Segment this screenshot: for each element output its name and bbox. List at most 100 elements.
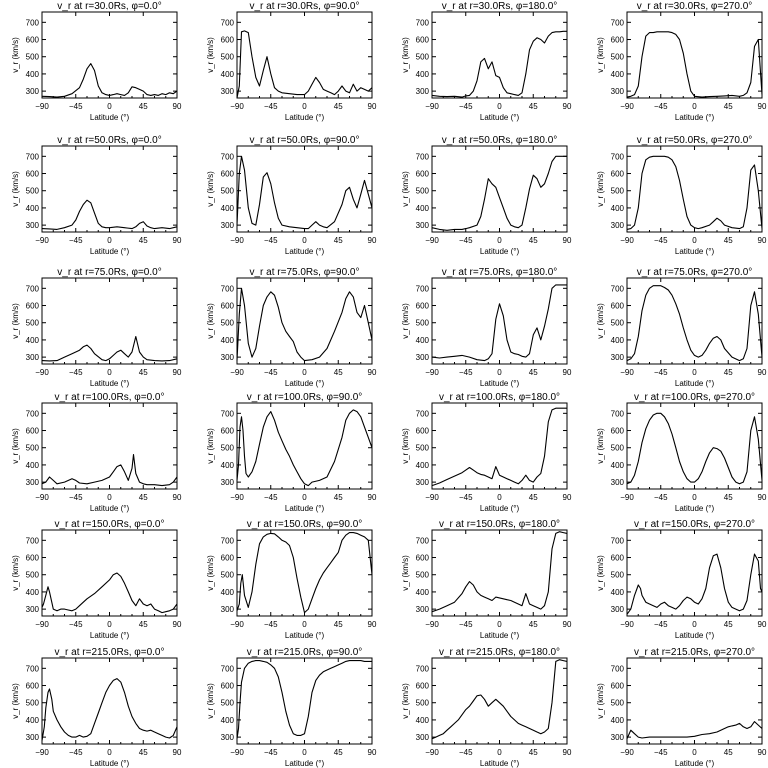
x-tick-label: 0: [497, 368, 502, 377]
y-axis-label: v_r (km/s): [11, 171, 20, 207]
y-tick-label: 400: [416, 70, 430, 79]
y-tick-label: 700: [416, 664, 430, 673]
x-tick-label: 90: [368, 368, 377, 377]
plot-frame: [431, 402, 568, 490]
x-tick-label: −90: [620, 368, 634, 377]
x-tick-label: −45: [654, 102, 668, 111]
y-tick-label: 700: [221, 536, 235, 545]
y-tick-label: 700: [611, 18, 625, 27]
x-tick-label: 45: [724, 102, 733, 111]
panel-title: v_r at r=75.0Rs, φ=90.0°: [250, 267, 360, 278]
x-tick-label: −90: [35, 620, 49, 629]
x-tick-label: 0: [302, 236, 307, 245]
x-tick-label: 0: [497, 493, 502, 502]
y-tick-label: 700: [611, 409, 625, 418]
y-tick-label: 300: [611, 87, 625, 96]
series-line: [41, 678, 178, 741]
y-tick-label: 400: [611, 204, 625, 213]
x-tick-label: −45: [264, 236, 278, 245]
series-line: [626, 155, 763, 230]
x-tick-label: 90: [563, 620, 572, 629]
x-tick-label: −45: [264, 748, 278, 757]
y-tick-label: 600: [221, 170, 235, 179]
y-tick-label: 300: [26, 221, 40, 230]
x-tick-label: 45: [139, 236, 148, 245]
x-tick-label: 0: [692, 368, 697, 377]
y-tick-label: 400: [416, 588, 430, 597]
x-tick-label: −45: [264, 620, 278, 629]
series-line: [626, 31, 763, 98]
y-tick-label: 300: [221, 87, 235, 96]
y-tick-label: 300: [611, 605, 625, 614]
x-tick-label: −90: [35, 748, 49, 757]
y-tick-label: 500: [26, 444, 40, 453]
y-tick-label: 600: [221, 554, 235, 563]
y-tick-label: 600: [611, 554, 625, 563]
y-tick-label: 700: [416, 284, 430, 293]
x-tick-label: 90: [758, 748, 767, 757]
panel-title: v_r at r=50.0Rs, φ=0.0°: [57, 135, 161, 146]
panel-title: v_r at r=75.0Rs, φ=180.0°: [442, 267, 558, 278]
y-tick-label: 600: [416, 682, 430, 691]
y-axis-label: v_r (km/s): [401, 683, 410, 719]
y-tick-label: 300: [26, 353, 40, 362]
y-tick-label: 400: [611, 588, 625, 597]
y-tick-label: 600: [416, 302, 430, 311]
y-tick-label: 600: [611, 682, 625, 691]
x-tick-label: 0: [107, 620, 112, 629]
x-tick-label: 45: [334, 620, 343, 629]
y-tick-label: 500: [26, 571, 40, 580]
x-axis-label: Latitude (°): [90, 379, 130, 388]
y-tick-label: 300: [221, 221, 235, 230]
x-axis-label: Latitude (°): [675, 247, 715, 256]
series-line: [41, 454, 178, 487]
x-tick-label: 45: [139, 748, 148, 757]
x-tick-label: 45: [139, 620, 148, 629]
x-tick-label: −90: [425, 236, 439, 245]
y-tick-label: 400: [26, 588, 40, 597]
y-tick-label: 300: [221, 478, 235, 487]
y-tick-label: 500: [416, 53, 430, 62]
y-tick-label: 300: [611, 733, 625, 742]
y-tick-label: 700: [26, 152, 40, 161]
y-axis-label: v_r (km/s): [11, 683, 20, 719]
x-tick-label: 45: [529, 368, 538, 377]
x-tick-label: 0: [497, 620, 502, 629]
plot-frame: [431, 657, 568, 745]
y-tick-label: 300: [26, 733, 40, 742]
x-tick-label: 45: [529, 236, 538, 245]
y-tick-label: 300: [416, 87, 430, 96]
series-line: [41, 335, 178, 362]
x-tick-label: 90: [563, 493, 572, 502]
y-tick-label: 700: [611, 664, 625, 673]
x-tick-label: 45: [334, 236, 343, 245]
x-tick-label: −90: [425, 493, 439, 502]
x-axis-label: Latitude (°): [480, 504, 520, 513]
panel-title: v_r at r=215.0Rs, φ=270.0°: [634, 647, 755, 658]
y-tick-label: 700: [221, 664, 235, 673]
y-tick-label: 700: [416, 536, 430, 545]
panel-title: v_r at r=50.0Rs, φ=90.0°: [250, 135, 360, 146]
x-tick-label: 45: [529, 493, 538, 502]
y-tick-label: 400: [26, 336, 40, 345]
y-tick-label: 500: [611, 319, 625, 328]
y-axis-label: v_r (km/s): [11, 555, 20, 591]
x-tick-label: −90: [425, 368, 439, 377]
y-axis-label: v_r (km/s): [11, 303, 20, 339]
plot-frame: [236, 402, 373, 490]
x-tick-label: 0: [692, 493, 697, 502]
series-line: [236, 660, 372, 739]
x-tick-label: 90: [563, 236, 572, 245]
y-tick-label: 400: [221, 588, 235, 597]
y-tick-label: 400: [416, 336, 430, 345]
x-tick-label: 0: [497, 102, 502, 111]
x-axis-label: Latitude (°): [675, 759, 715, 768]
y-tick-label: 500: [26, 699, 40, 708]
x-tick-label: −45: [459, 620, 473, 629]
y-tick-label: 600: [26, 427, 40, 436]
x-tick-label: −45: [69, 748, 83, 757]
y-tick-label: 700: [611, 152, 625, 161]
series-line: [626, 412, 763, 485]
x-tick-label: −90: [425, 748, 439, 757]
